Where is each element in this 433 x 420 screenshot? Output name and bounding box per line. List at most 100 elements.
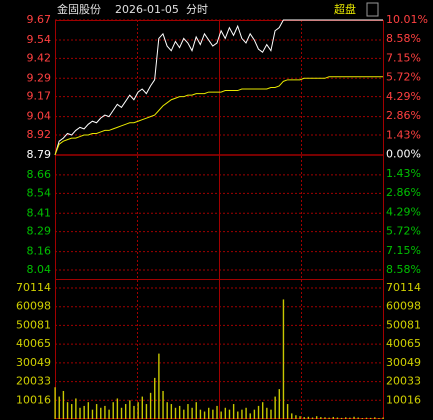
y-tick-label: 8.41 — [27, 206, 52, 219]
y-tick-label: 20033 — [16, 375, 51, 388]
y-tick-label: 8.92 — [27, 128, 52, 141]
volume-bar — [374, 417, 376, 419]
volume-bar — [241, 409, 243, 419]
volume-bar — [353, 416, 355, 419]
volume-bar — [340, 417, 343, 419]
volume-bar — [224, 407, 227, 419]
y2-tick-label: 4.29% — [386, 205, 421, 218]
y2-tick-label: 1.43% — [386, 128, 421, 141]
volume-bar — [54, 387, 56, 419]
y-tick-label: 8.29 — [27, 225, 52, 238]
y2-tick-label: 7.15% — [386, 244, 421, 257]
y2-tick-label: 8.58% — [386, 263, 421, 276]
y-tick-label: 8.04 — [27, 263, 52, 276]
volume-bar — [349, 417, 351, 419]
volume-bar — [307, 416, 310, 419]
volume-bar — [299, 416, 301, 419]
y-tick-label: 9.29 — [27, 71, 52, 84]
volume-bar — [257, 405, 260, 419]
y-tick-label: 8.54 — [27, 186, 52, 199]
volume-bar — [154, 377, 156, 419]
volume-bar — [158, 353, 160, 419]
volume-bar — [195, 402, 197, 419]
volume-bar — [336, 417, 339, 419]
volume-bar — [133, 405, 135, 419]
y-tick-label: 60098 — [16, 300, 51, 313]
volume-bar — [324, 417, 326, 419]
y2-tick-label: 5.72% — [386, 225, 421, 238]
volume-bar — [108, 409, 110, 419]
volume-bar — [145, 404, 148, 419]
volume-bar — [357, 417, 359, 419]
volume-bar — [332, 416, 334, 419]
volume-bar — [187, 404, 189, 419]
volume-bar — [249, 413, 251, 419]
y-tick-label: 8.16 — [27, 245, 52, 258]
volume-bar — [141, 396, 143, 419]
y-tick-label: 9.04 — [27, 110, 52, 123]
volume-bar — [253, 409, 256, 419]
volume-bar — [311, 417, 314, 419]
y2-tick-label: 60098 — [386, 300, 421, 313]
volume-bar — [245, 407, 247, 419]
y-tick-label: 8.79 — [27, 148, 52, 161]
volume-bar — [129, 400, 131, 419]
series-line — [54, 19, 383, 156]
y2-tick-label: 2.86% — [386, 186, 421, 199]
y2-tick-label: 10.01% — [386, 13, 428, 26]
y2-tick-label: 8.58% — [386, 32, 421, 45]
stock-name: 金固股份 — [57, 2, 101, 16]
y2-tick-label: 4.29% — [386, 90, 421, 103]
volume-bar — [345, 417, 347, 419]
y2-tick-label: 40065 — [386, 337, 421, 350]
volume-bar — [162, 390, 164, 419]
y2-tick-label: 2.86% — [386, 109, 421, 122]
y-tick-label: 30049 — [16, 356, 51, 369]
volume-bar — [203, 411, 206, 419]
volume-bar — [58, 396, 60, 419]
volume-bar — [220, 411, 222, 419]
y-tick-label: 9.42 — [27, 51, 52, 64]
volume-bar — [270, 409, 272, 419]
volume-bar — [228, 409, 231, 419]
y-tick-label: 10016 — [16, 393, 51, 406]
volume-bar — [212, 409, 214, 419]
volume-bar — [87, 402, 90, 419]
volume-bar — [320, 417, 322, 419]
volume-bar — [191, 407, 193, 419]
volume-bar — [365, 417, 368, 419]
y-tick-label: 9.54 — [27, 33, 52, 46]
volume-bar — [208, 407, 210, 419]
volume-bar — [91, 409, 94, 419]
volume-bar — [100, 407, 102, 419]
volume-bar — [261, 402, 264, 419]
y-tick-label: 8.66 — [27, 168, 52, 181]
volume-bar — [137, 402, 139, 419]
volume-bar — [295, 415, 297, 419]
y2-tick-label: 50081 — [386, 318, 421, 331]
volume-bar — [149, 392, 152, 419]
volume-bar — [303, 417, 305, 419]
date: 2026-01-05 — [115, 3, 179, 16]
y-tick-label: 50081 — [16, 318, 51, 331]
volume-bar — [232, 404, 235, 419]
y2-tick-label: 5.72% — [386, 71, 421, 84]
volume-bar — [361, 418, 364, 419]
toolbar-icon[interactable] — [366, 2, 379, 17]
y2-tick-label: 30049 — [386, 356, 421, 369]
volume-bar — [178, 405, 181, 419]
volume-bar — [274, 396, 276, 419]
volume-bar — [166, 402, 168, 419]
volume-bar — [104, 405, 106, 419]
volume-bar — [237, 411, 239, 419]
y-tick-label: 70114 — [16, 281, 51, 294]
volume-bar — [278, 389, 281, 419]
chart-mode: 分时 — [186, 3, 208, 16]
volume-bar — [124, 404, 127, 419]
volume-bar — [116, 398, 119, 419]
volume-bar — [266, 407, 268, 419]
y2-tick-label: 20033 — [386, 375, 421, 388]
toolbar-button[interactable]: 超盘 — [334, 2, 356, 16]
